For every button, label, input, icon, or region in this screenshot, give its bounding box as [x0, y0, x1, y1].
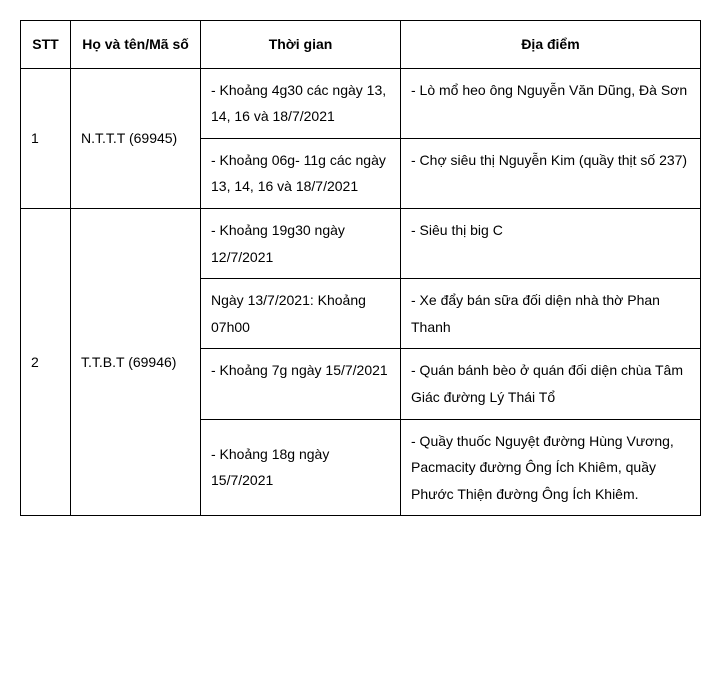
cell-time: Ngày 13/7/2021: Khoảng 07h00	[201, 279, 401, 349]
table-body: 1N.T.T.T (69945)- Khoảng 4g30 các ngày 1…	[21, 68, 701, 516]
header-place: Địa điểm	[401, 21, 701, 69]
cell-name: N.T.T.T (69945)	[71, 68, 201, 208]
header-time: Thời gian	[201, 21, 401, 69]
header-name: Họ và tên/Mã số	[71, 21, 201, 69]
cell-place: - Siêu thị big C	[401, 208, 701, 278]
cell-stt: 2	[21, 208, 71, 515]
cell-stt: 1	[21, 68, 71, 208]
table-row: 1N.T.T.T (69945)- Khoảng 4g30 các ngày 1…	[21, 68, 701, 138]
cell-name: T.T.B.T (69946)	[71, 208, 201, 515]
cell-place: - Lò mổ heo ông Nguyễn Văn Dũng, Đà Sơn	[401, 68, 701, 138]
cell-place: - Quầy thuốc Nguyệt đường Hùng Vương, Pa…	[401, 419, 701, 516]
header-stt: STT	[21, 21, 71, 69]
cell-time: - Khoảng 06g- 11g các ngày 13, 14, 16 và…	[201, 138, 401, 208]
cell-time: - Khoảng 4g30 các ngày 13, 14, 16 và 18/…	[201, 68, 401, 138]
cell-place: - Xe đẩy bán sữa đối diện nhà thờ Phan T…	[401, 279, 701, 349]
table-row: 2T.T.B.T (69946)- Khoảng 19g30 ngày 12/7…	[21, 208, 701, 278]
cell-place: - Quán bánh bèo ở quán đối diện chùa Tâm…	[401, 349, 701, 419]
cell-time: - Khoảng 19g30 ngày 12/7/2021	[201, 208, 401, 278]
cell-time: - Khoảng 18g ngày 15/7/2021	[201, 419, 401, 516]
contact-trace-table: STT Họ và tên/Mã số Thời gian Địa điểm 1…	[20, 20, 701, 516]
cell-time: - Khoảng 7g ngày 15/7/2021	[201, 349, 401, 419]
cell-place: - Chợ siêu thị Nguyễn Kim (quầy thịt số …	[401, 138, 701, 208]
table-header-row: STT Họ và tên/Mã số Thời gian Địa điểm	[21, 21, 701, 69]
